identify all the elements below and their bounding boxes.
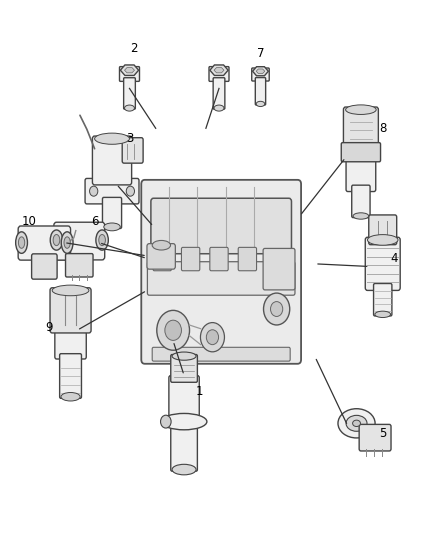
- Ellipse shape: [95, 133, 130, 144]
- FancyBboxPatch shape: [213, 78, 225, 109]
- FancyBboxPatch shape: [55, 326, 86, 359]
- Text: 2: 2: [130, 42, 138, 55]
- Polygon shape: [256, 69, 265, 74]
- FancyBboxPatch shape: [171, 418, 198, 471]
- FancyBboxPatch shape: [365, 237, 400, 290]
- FancyBboxPatch shape: [171, 354, 198, 382]
- FancyBboxPatch shape: [138, 176, 304, 368]
- FancyBboxPatch shape: [152, 348, 290, 361]
- Ellipse shape: [50, 230, 63, 250]
- FancyBboxPatch shape: [50, 288, 91, 333]
- Polygon shape: [214, 68, 224, 73]
- FancyBboxPatch shape: [374, 284, 392, 316]
- Ellipse shape: [264, 293, 290, 325]
- FancyBboxPatch shape: [252, 68, 269, 81]
- FancyBboxPatch shape: [151, 198, 291, 254]
- Ellipse shape: [172, 352, 196, 360]
- Ellipse shape: [16, 232, 28, 253]
- FancyBboxPatch shape: [60, 354, 81, 398]
- Ellipse shape: [206, 330, 219, 345]
- Ellipse shape: [124, 105, 134, 111]
- FancyBboxPatch shape: [141, 180, 301, 364]
- FancyBboxPatch shape: [369, 215, 397, 245]
- FancyBboxPatch shape: [153, 247, 171, 271]
- Text: 7: 7: [257, 47, 264, 60]
- FancyBboxPatch shape: [346, 156, 376, 191]
- FancyBboxPatch shape: [148, 262, 295, 295]
- FancyBboxPatch shape: [124, 78, 135, 109]
- FancyBboxPatch shape: [54, 222, 105, 260]
- Ellipse shape: [346, 415, 367, 431]
- FancyBboxPatch shape: [352, 185, 370, 217]
- FancyBboxPatch shape: [209, 67, 229, 82]
- Ellipse shape: [53, 235, 60, 246]
- FancyBboxPatch shape: [66, 254, 93, 277]
- Polygon shape: [124, 68, 134, 73]
- FancyBboxPatch shape: [102, 197, 122, 229]
- Ellipse shape: [152, 240, 170, 250]
- Text: 9: 9: [45, 321, 53, 334]
- FancyBboxPatch shape: [343, 107, 378, 150]
- FancyBboxPatch shape: [122, 138, 143, 163]
- FancyBboxPatch shape: [120, 67, 139, 82]
- Ellipse shape: [157, 310, 190, 350]
- Ellipse shape: [96, 230, 108, 250]
- FancyBboxPatch shape: [238, 247, 257, 271]
- Ellipse shape: [18, 237, 25, 248]
- Text: 8: 8: [379, 122, 386, 135]
- Ellipse shape: [271, 302, 283, 317]
- FancyBboxPatch shape: [210, 247, 228, 271]
- FancyBboxPatch shape: [255, 78, 266, 105]
- FancyBboxPatch shape: [263, 248, 295, 290]
- Ellipse shape: [126, 186, 134, 196]
- Text: 6: 6: [91, 215, 98, 228]
- FancyBboxPatch shape: [181, 247, 200, 271]
- Ellipse shape: [61, 232, 73, 253]
- Text: 3: 3: [126, 132, 133, 146]
- FancyBboxPatch shape: [169, 376, 199, 424]
- Ellipse shape: [52, 285, 89, 296]
- Ellipse shape: [214, 105, 224, 111]
- Ellipse shape: [165, 320, 181, 341]
- Ellipse shape: [353, 420, 360, 426]
- Polygon shape: [120, 65, 138, 76]
- Ellipse shape: [172, 464, 196, 475]
- Ellipse shape: [104, 223, 120, 231]
- Ellipse shape: [338, 409, 375, 438]
- Polygon shape: [253, 67, 268, 76]
- Ellipse shape: [161, 415, 171, 428]
- Ellipse shape: [353, 213, 369, 219]
- FancyBboxPatch shape: [18, 226, 71, 260]
- Text: 1: 1: [196, 385, 203, 398]
- FancyBboxPatch shape: [85, 179, 139, 204]
- Ellipse shape: [161, 414, 207, 430]
- Ellipse shape: [64, 237, 70, 248]
- Ellipse shape: [201, 322, 224, 352]
- Ellipse shape: [346, 105, 376, 115]
- Ellipse shape: [99, 235, 106, 246]
- Ellipse shape: [367, 235, 398, 245]
- Polygon shape: [210, 65, 228, 76]
- Ellipse shape: [61, 392, 80, 401]
- Text: 5: 5: [379, 427, 386, 440]
- Ellipse shape: [89, 186, 98, 196]
- Text: 10: 10: [21, 215, 36, 228]
- FancyBboxPatch shape: [341, 143, 381, 162]
- FancyBboxPatch shape: [92, 136, 132, 185]
- FancyBboxPatch shape: [359, 424, 391, 451]
- Text: 4: 4: [390, 252, 397, 265]
- Ellipse shape: [256, 101, 265, 107]
- Ellipse shape: [375, 311, 391, 318]
- FancyBboxPatch shape: [147, 244, 175, 269]
- FancyBboxPatch shape: [32, 254, 57, 279]
